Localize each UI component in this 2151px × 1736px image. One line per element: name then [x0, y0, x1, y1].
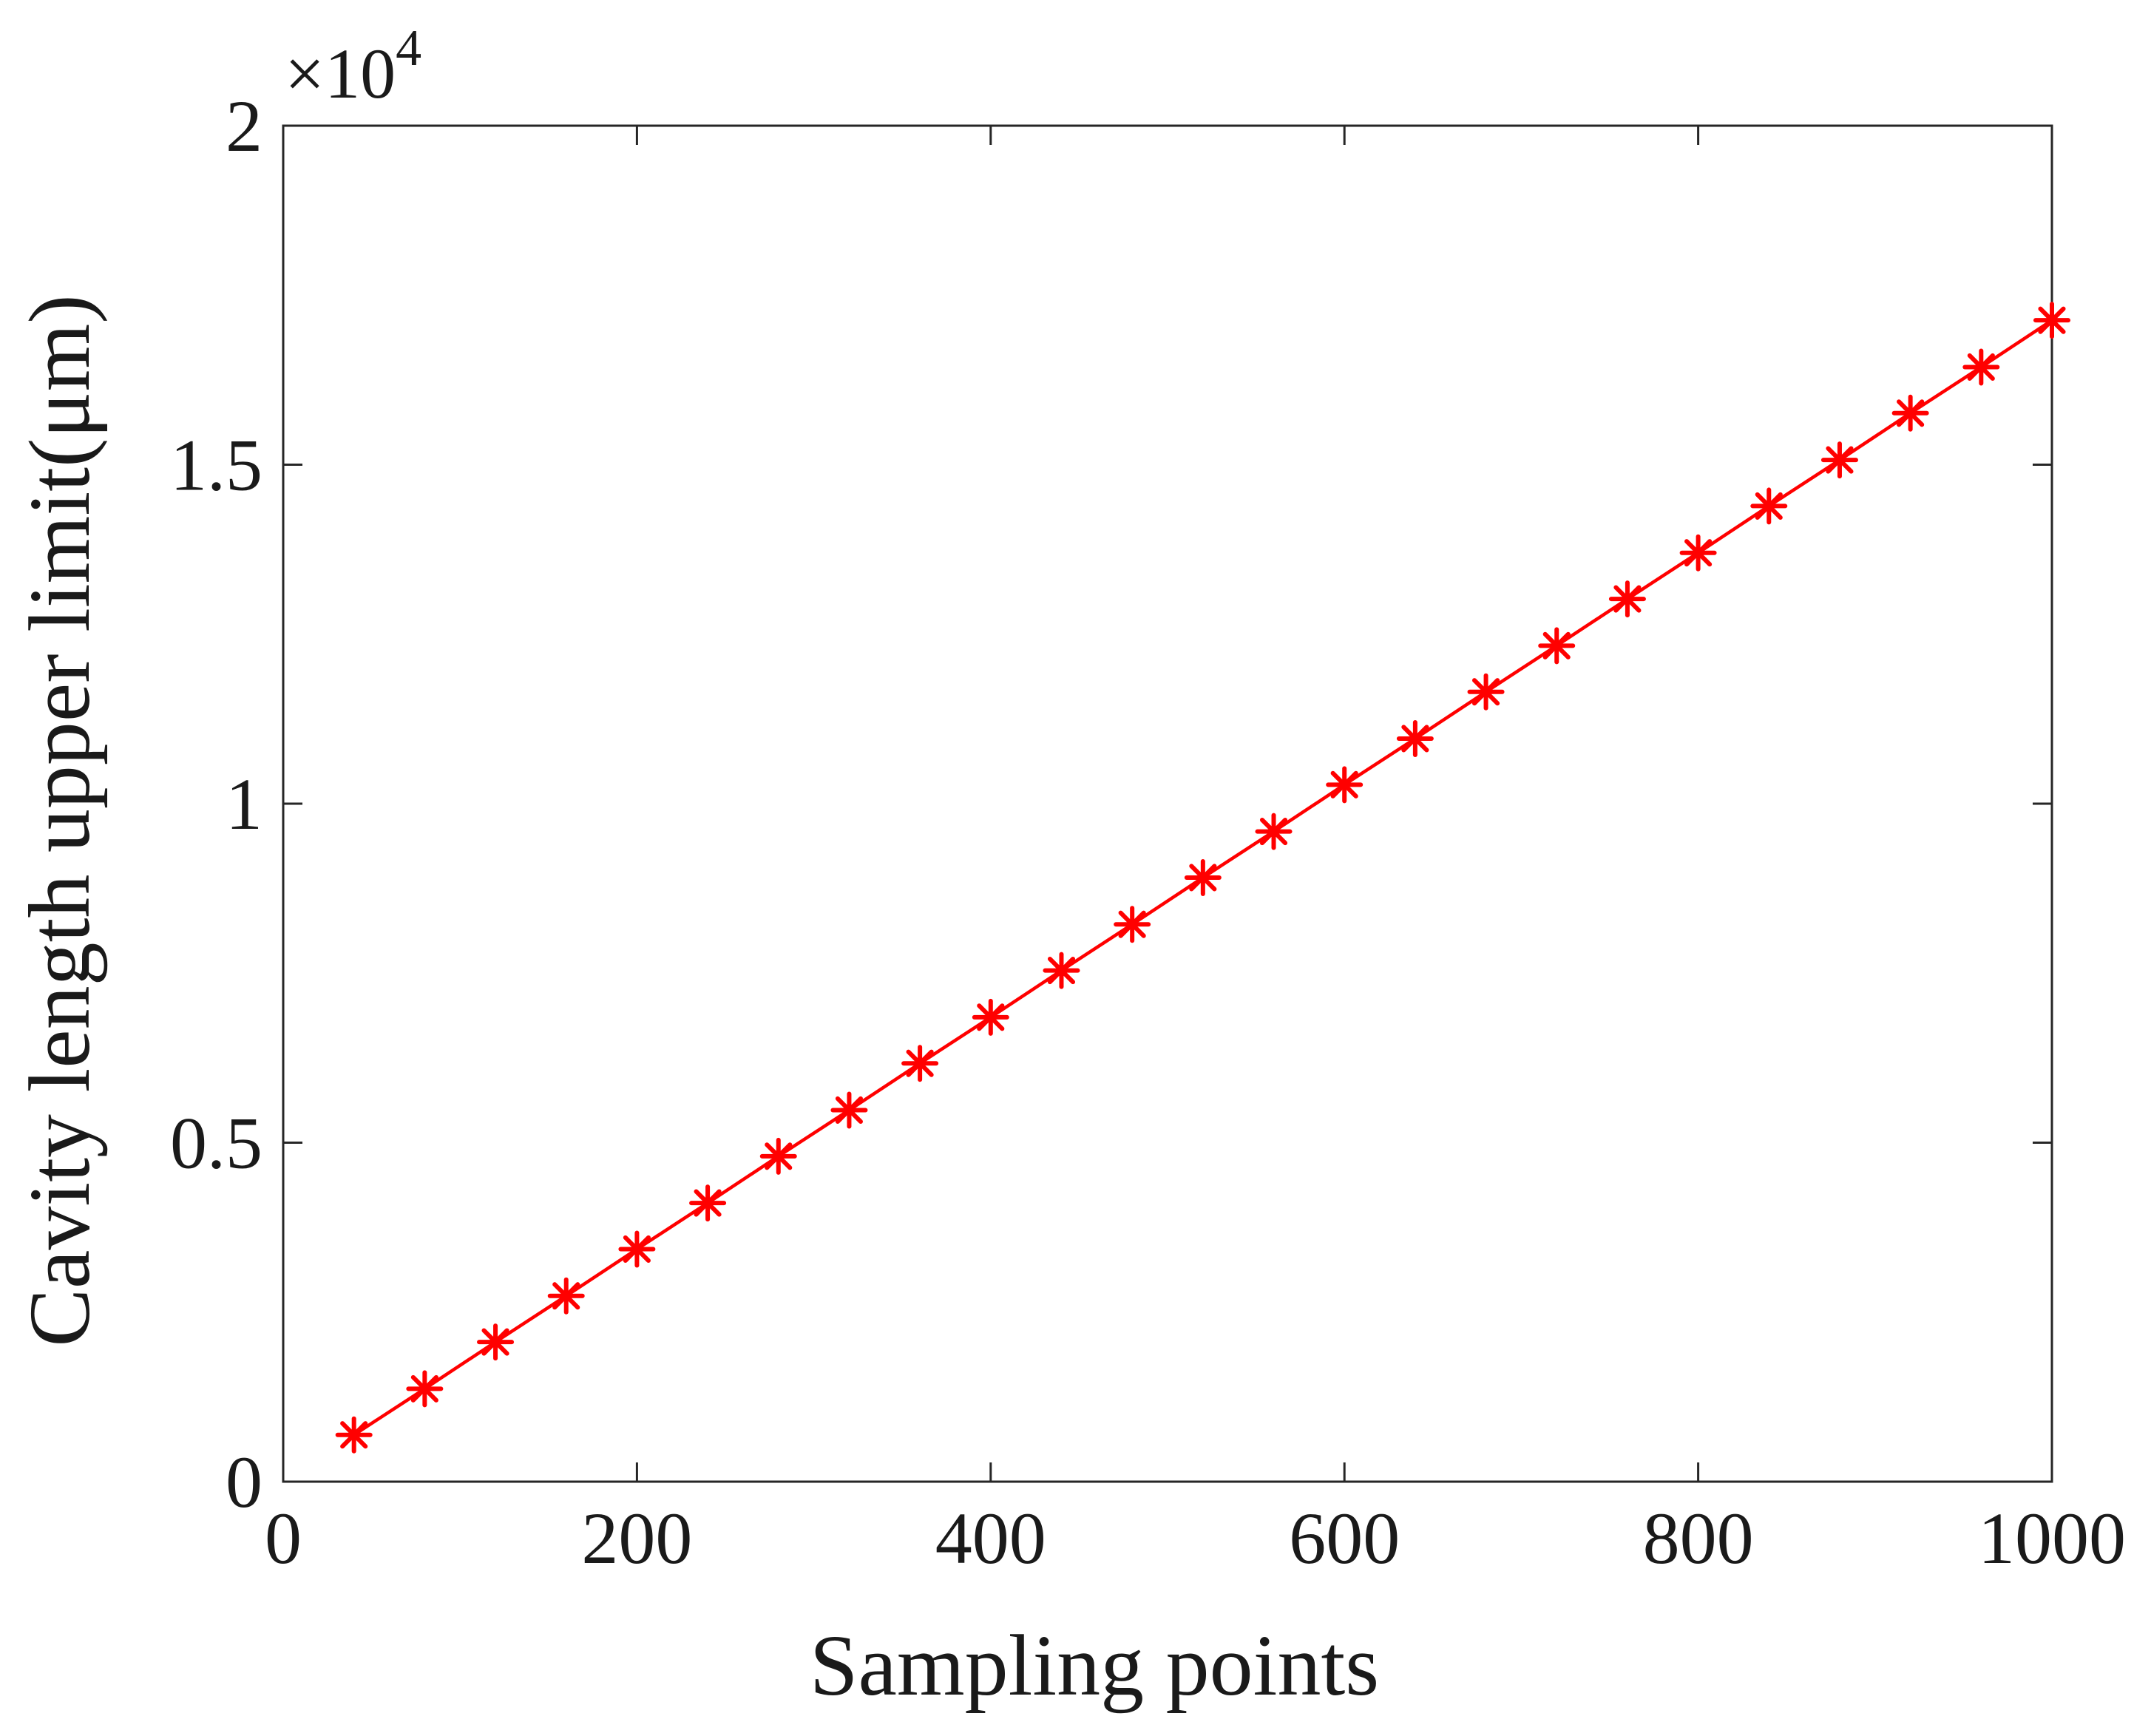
y-tick-label: 1	[226, 763, 262, 845]
data-point-marker	[1538, 627, 1576, 665]
data-point-marker	[335, 1416, 373, 1454]
y-multiplier-base: ×10	[285, 34, 396, 113]
data-point-marker	[1184, 858, 1222, 896]
data-point-marker	[406, 1370, 444, 1408]
data-point-marker	[1679, 534, 1717, 572]
data-point-marker	[618, 1230, 656, 1268]
x-tick-label: 200	[581, 1497, 692, 1579]
data-point-marker	[1255, 813, 1293, 850]
marker-stroke	[1684, 539, 1713, 567]
marker-stroke	[1118, 910, 1146, 938]
data-point-marker	[1467, 673, 1505, 711]
data-point-marker	[1820, 441, 1858, 479]
marker-stroke	[1826, 446, 1854, 474]
data-point-marker	[1114, 906, 1151, 943]
marker-stroke	[1472, 678, 1500, 706]
data-point-marker	[689, 1184, 727, 1222]
data-point-marker	[1326, 766, 1364, 804]
data-point-marker	[1750, 487, 1788, 525]
series-layer	[335, 302, 2070, 1454]
data-point-marker	[1608, 580, 1646, 618]
data-point-marker	[830, 1091, 868, 1129]
data-point-marker	[901, 1045, 939, 1082]
data-point-marker	[1043, 952, 1080, 989]
marker-stroke	[1967, 353, 1995, 382]
marker-stroke	[1330, 770, 1358, 799]
marker-stroke	[1897, 399, 1925, 427]
marker-stroke	[340, 1421, 368, 1449]
data-point-marker	[1891, 394, 1929, 432]
marker-stroke	[1755, 492, 1783, 520]
data-point-marker	[1396, 719, 1434, 757]
x-tick-label: 600	[1289, 1497, 1400, 1579]
y-axis-title: Cavity length upper limit(μm)	[11, 294, 108, 1346]
y-multiplier-exponent: 4	[396, 20, 421, 77]
data-point-marker	[1962, 348, 2000, 386]
marker-stroke	[765, 1142, 793, 1170]
marker-stroke	[623, 1235, 651, 1264]
marker-stroke	[835, 1096, 863, 1125]
marker-stroke	[1259, 818, 1288, 846]
data-point-marker	[2033, 302, 2070, 339]
plot-frame	[282, 124, 2053, 1483]
marker-stroke	[1542, 631, 1571, 660]
marker-stroke	[1613, 585, 1642, 613]
marker-stroke	[977, 1003, 1005, 1031]
marker-stroke	[552, 1282, 580, 1310]
x-axis-title: Sampling points	[810, 1617, 1379, 1714]
marker-stroke	[410, 1374, 438, 1403]
axes: 0 200 400 600 800 1000 0 0.5 1 1.5 2	[170, 85, 2126, 1579]
y-tick-label: 0.5	[170, 1102, 262, 1184]
labels-layer: Sampling points Cavity length upper limi…	[11, 20, 1379, 1714]
data-point-marker	[759, 1137, 797, 1175]
y-tick-label: 2	[226, 85, 262, 167]
x-tick-label: 800	[1643, 1497, 1754, 1579]
data-point-marker	[972, 998, 1009, 1036]
marker-stroke	[1189, 864, 1217, 892]
data-point-marker	[477, 1323, 515, 1361]
x-tick-label: 400	[935, 1497, 1046, 1579]
marker-stroke	[481, 1328, 509, 1356]
data-point-marker	[547, 1277, 585, 1315]
marker-stroke	[2038, 306, 2066, 334]
marker-stroke	[1047, 957, 1076, 985]
marker-stroke	[1401, 725, 1429, 753]
x-tick-label: 0	[265, 1497, 302, 1579]
marker-stroke	[694, 1189, 722, 1217]
y-multiplier-label: ×104	[285, 20, 421, 113]
x-tick-label: 1000	[1978, 1497, 2126, 1579]
y-tick-label: 0	[226, 1441, 262, 1523]
y-tick-label: 1.5	[170, 424, 262, 506]
marker-stroke	[906, 1049, 934, 1077]
